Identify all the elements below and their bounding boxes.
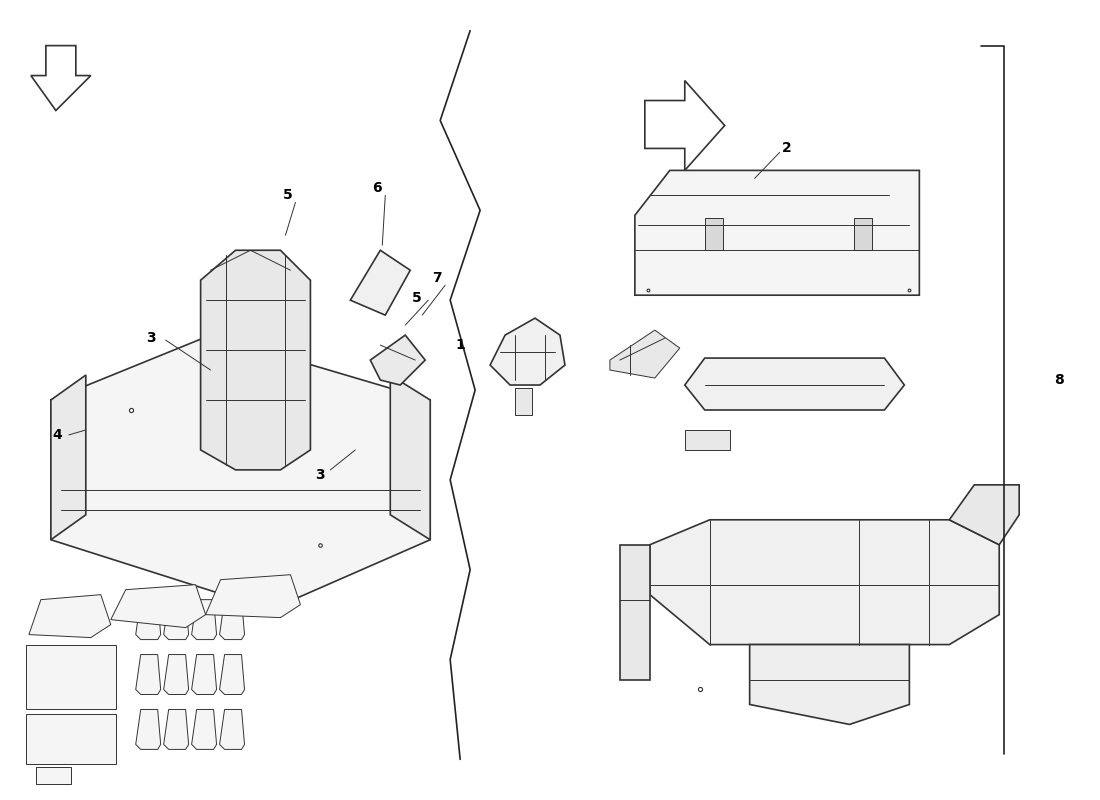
Polygon shape [51, 375, 86, 540]
Polygon shape [164, 600, 188, 639]
Polygon shape [650, 520, 999, 645]
Polygon shape [685, 430, 729, 450]
Text: 4: 4 [53, 428, 63, 442]
Text: 3: 3 [145, 331, 155, 345]
Polygon shape [855, 218, 872, 250]
Polygon shape [200, 250, 310, 470]
Polygon shape [685, 358, 904, 410]
Polygon shape [26, 714, 116, 764]
Polygon shape [31, 46, 91, 110]
Polygon shape [51, 335, 430, 610]
Polygon shape [135, 600, 161, 639]
Polygon shape [111, 585, 206, 628]
Polygon shape [515, 388, 532, 415]
Polygon shape [220, 600, 244, 639]
Polygon shape [191, 600, 217, 639]
Polygon shape [220, 654, 244, 694]
Text: 5: 5 [283, 188, 293, 202]
Polygon shape [705, 218, 723, 250]
Polygon shape [26, 645, 116, 710]
Polygon shape [164, 654, 188, 694]
Polygon shape [620, 545, 650, 679]
Polygon shape [206, 574, 300, 618]
Polygon shape [949, 485, 1020, 545]
Polygon shape [36, 767, 70, 784]
Text: 1: 1 [455, 338, 465, 352]
Text: 6: 6 [372, 182, 382, 195]
Polygon shape [750, 645, 910, 725]
Polygon shape [29, 594, 111, 638]
Polygon shape [635, 170, 920, 295]
Text: 3: 3 [316, 468, 324, 482]
Polygon shape [164, 710, 188, 750]
Text: 2: 2 [782, 142, 791, 155]
Text: 8: 8 [1054, 373, 1064, 387]
Polygon shape [135, 654, 161, 694]
Polygon shape [371, 335, 426, 385]
Text: 7: 7 [432, 271, 442, 286]
Polygon shape [609, 330, 680, 378]
Polygon shape [491, 318, 565, 385]
Polygon shape [135, 710, 161, 750]
Polygon shape [350, 250, 410, 315]
Polygon shape [645, 81, 725, 170]
Polygon shape [390, 375, 430, 540]
Polygon shape [191, 710, 217, 750]
Polygon shape [191, 654, 217, 694]
Text: 5: 5 [412, 291, 422, 305]
Polygon shape [220, 710, 244, 750]
